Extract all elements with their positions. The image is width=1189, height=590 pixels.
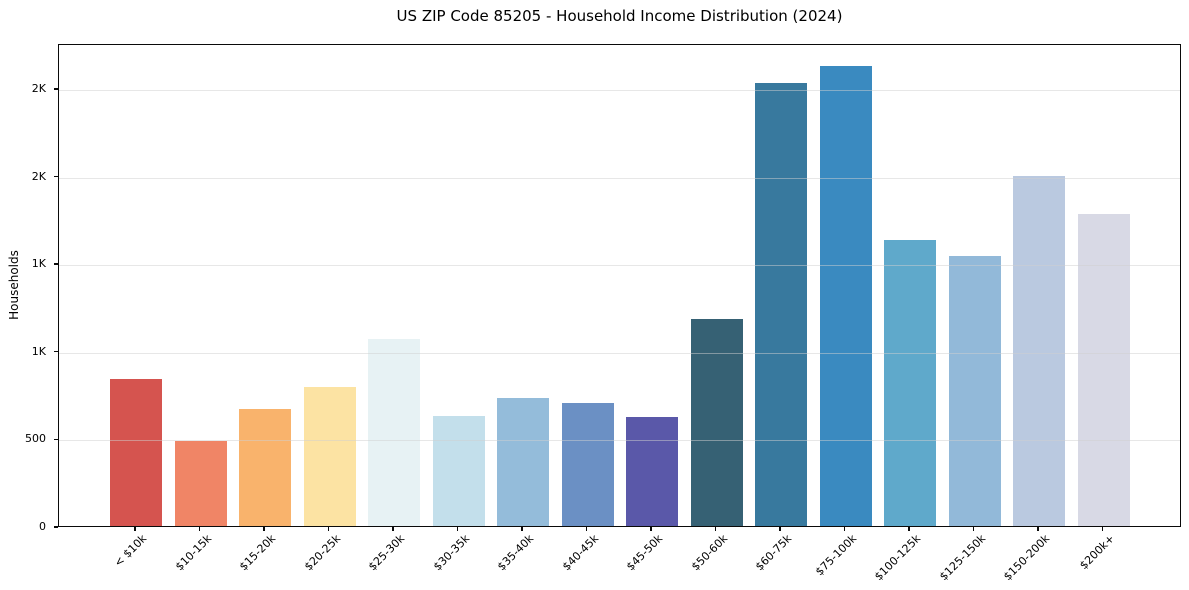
x-tick-mark	[134, 527, 136, 531]
x-tick-mark	[327, 527, 330, 531]
x-tick-mark	[779, 527, 781, 531]
gridline	[59, 440, 1180, 442]
x-tick-mark	[650, 527, 652, 531]
y-tick-label: 1K	[31, 344, 46, 358]
bar	[239, 408, 291, 526]
plot-area	[58, 44, 1181, 527]
x-tick-label: $75-100k	[812, 532, 859, 579]
x-tick-label: $150-200k	[1001, 532, 1053, 584]
bar	[368, 338, 420, 526]
y-tick-label: 1K	[31, 257, 46, 271]
x-tick-mark	[1101, 527, 1104, 531]
x-tick-label: < $10k	[111, 532, 150, 570]
gridline	[59, 352, 1180, 354]
x-tick-mark	[714, 527, 717, 531]
y-tick-mark	[54, 526, 58, 528]
bar	[884, 240, 936, 526]
x-tick-label: $50-60k	[688, 532, 730, 574]
bar	[948, 256, 1001, 526]
x-tick-mark	[456, 527, 459, 531]
bar	[626, 417, 678, 526]
y-tick-mark	[54, 175, 58, 178]
bar	[174, 441, 227, 526]
bar	[690, 319, 743, 526]
x-tick-label: $45-50k	[623, 532, 666, 574]
x-tick-label: $200k+	[1076, 532, 1117, 573]
bar	[819, 66, 872, 526]
gridline	[59, 265, 1180, 267]
y-tick-label: 2K	[31, 81, 46, 95]
y-tick-mark	[54, 438, 58, 441]
x-tick-mark	[908, 527, 910, 531]
gridline	[59, 177, 1180, 179]
bar	[303, 386, 356, 526]
bar	[432, 415, 485, 526]
x-tick-label: $35-40k	[494, 532, 537, 574]
y-tick-mark	[54, 88, 58, 90]
x-tick-mark	[198, 527, 201, 531]
y-tick-mark	[54, 351, 58, 353]
x-tick-label: $25-30k	[365, 532, 408, 574]
x-tick-label: $60-75k	[752, 532, 795, 574]
x-tick-mark	[585, 527, 588, 531]
x-tick-label: $15-20k	[236, 532, 279, 574]
chart-title: US ZIP Code 85205 - Household Income Dis…	[396, 7, 843, 25]
x-tick-mark	[1037, 527, 1039, 531]
y-tick-mark	[54, 263, 58, 265]
y-tick-label: 0	[39, 520, 46, 533]
bar	[1013, 175, 1065, 526]
x-tick-label: $100-125k	[872, 532, 924, 584]
x-tick-label: $10-15k	[172, 532, 214, 574]
x-tick-label: $20-25k	[301, 532, 343, 574]
y-tick-label: 2K	[31, 169, 46, 183]
gridline	[59, 89, 1180, 91]
x-tick-mark	[972, 527, 975, 531]
bar	[561, 403, 614, 526]
x-tick-label: $30-35k	[430, 532, 472, 574]
x-tick-label: $125-150k	[936, 532, 988, 584]
bar	[110, 378, 162, 526]
x-tick-mark	[392, 527, 394, 531]
x-tick-mark	[843, 527, 846, 531]
x-tick-label: $40-45k	[559, 532, 601, 574]
bar	[1077, 214, 1130, 526]
x-tick-mark	[521, 527, 523, 531]
y-tick-label: 500	[25, 432, 46, 446]
bar	[755, 82, 807, 526]
x-tick-mark	[263, 527, 265, 531]
bar	[497, 398, 549, 526]
